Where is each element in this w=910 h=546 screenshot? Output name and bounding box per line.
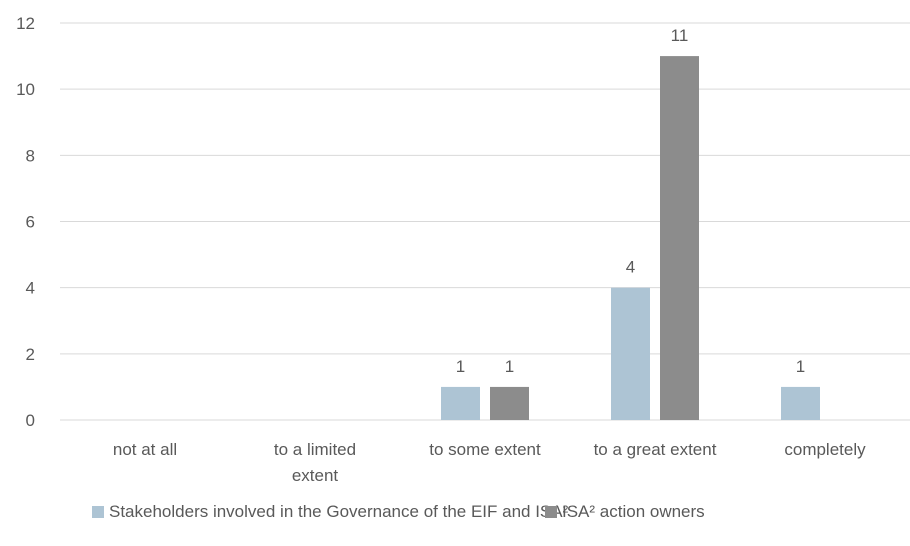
- data-label: 1: [456, 357, 465, 376]
- legend-label: ISA² action owners: [562, 502, 705, 521]
- y-tick-label: 6: [26, 213, 35, 232]
- x-tick-label: to a great extent: [594, 440, 717, 459]
- y-tick-label: 10: [16, 80, 35, 99]
- x-tick-label: to some extent: [429, 440, 541, 459]
- bar: [441, 386, 480, 420]
- x-tick-label: not at all: [113, 440, 177, 459]
- x-tick-label: to a limited extent: [274, 440, 356, 485]
- bar: [611, 287, 650, 420]
- data-label: 1: [796, 357, 805, 376]
- y-tick-label: 2: [26, 345, 35, 364]
- y-tick-label: 8: [26, 146, 35, 165]
- x-tick-label: completely: [784, 440, 866, 459]
- legend-swatch: [92, 506, 104, 518]
- legend-swatch: [545, 506, 557, 518]
- bar: [660, 56, 699, 420]
- legend-label: Stakeholders involved in the Governance …: [109, 502, 569, 521]
- bar: [490, 386, 529, 420]
- data-label: 4: [626, 258, 635, 277]
- y-tick-label: 4: [26, 279, 35, 298]
- y-tick-label: 0: [26, 411, 35, 430]
- y-tick-label: 12: [16, 14, 35, 33]
- data-label: 11: [671, 26, 689, 45]
- bar: [781, 386, 820, 420]
- data-label: 1: [505, 357, 514, 376]
